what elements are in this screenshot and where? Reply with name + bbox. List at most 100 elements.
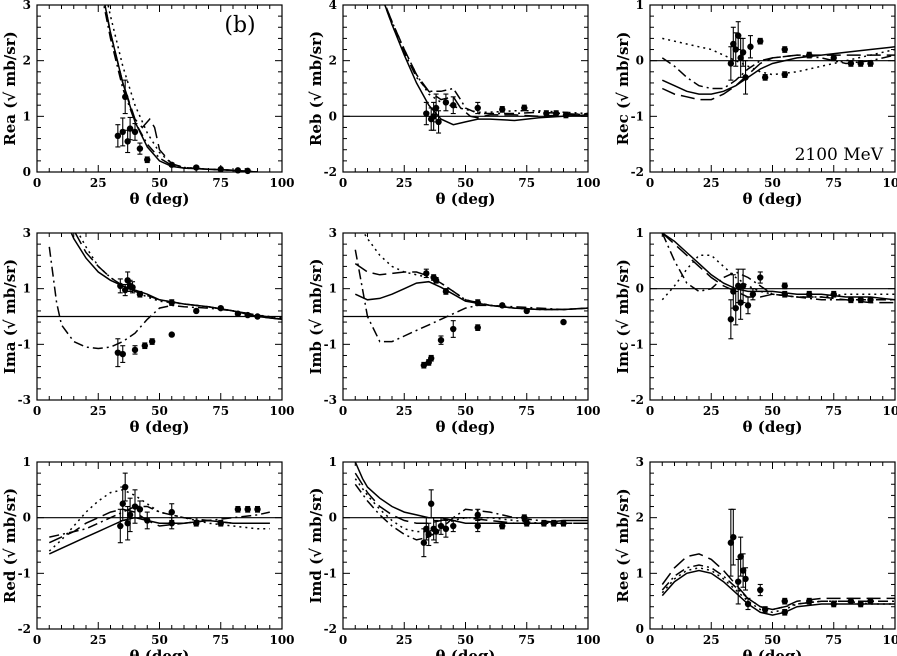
data-point [217,519,224,527]
point-marker [144,517,151,524]
data-point [168,331,175,338]
x-axis-label: θ (deg) [130,190,190,208]
point-marker [126,125,134,132]
y-tick-label: 4 [329,0,337,12]
point-marker [114,349,122,356]
curve-solid [48,516,270,555]
x-axis-label: θ (deg) [743,418,803,436]
panel-rec: 0 25 50 75 100 -2 -1 0 1 θ (deg) Rec (√ mb/sr) 2100… [614,0,897,208]
point-marker [428,500,435,507]
curve-dash-dot [661,233,895,301]
curve-solid [384,5,588,126]
data-point [423,101,430,126]
x-tick-label: 25 [396,404,413,418]
data-point [742,60,749,95]
x-tick-label: 25 [396,176,413,190]
point-marker [747,43,754,50]
curve-dot [363,233,588,311]
data-point [217,304,224,312]
point-marker [739,49,747,56]
data-point [761,74,769,81]
x-tick-label: 75 [212,633,229,647]
point-marker [217,166,224,173]
point-marker [830,600,837,608]
y-axis-label: Imb (√ mb/sr) [307,258,325,374]
y-tick-label: 1 [329,455,337,469]
point-marker [122,483,129,491]
point-marker [144,156,151,163]
point-marker [781,609,788,616]
y-tick-label: 2 [636,511,644,525]
point-marker [560,318,567,326]
point-marker [131,503,139,510]
point-marker [749,291,757,298]
data-point [114,124,122,148]
data-point [450,96,457,115]
point-marker [857,296,864,303]
y-tick-label: 1 [636,0,644,12]
x-tick-label: 100 [575,404,600,418]
plot-frame [36,461,283,630]
data-point [428,489,435,519]
y-tick-label: -1 [631,337,644,351]
point-marker [168,520,175,527]
y-tick-label: 1 [329,282,337,296]
point-marker [739,567,747,574]
point-marker [867,597,874,605]
data-point [781,608,788,616]
data-point [540,519,548,527]
data-point [126,116,134,141]
data-point [867,296,874,304]
point-marker [114,132,122,140]
point-marker [193,164,200,171]
data-point [131,345,139,355]
data-point [739,553,747,588]
data-point [244,505,251,513]
plot-frame [649,232,896,401]
point-marker [474,511,481,519]
point-marker [193,307,200,315]
data-point [781,71,788,78]
point-marker [474,324,481,331]
point-marker [737,54,744,62]
x-axis-label: θ (deg) [743,190,803,208]
data-point [117,278,124,294]
y-tick-label: -1 [631,109,644,123]
point-marker [442,288,450,295]
y-tick-label: 1 [636,566,644,580]
data-point [730,508,737,566]
point-marker [732,304,739,312]
point-marker [254,313,261,320]
data-point [781,282,788,290]
y-tick-label: -2 [18,622,31,636]
data-point [234,505,242,513]
data-point [521,104,528,112]
data-point [523,519,530,527]
x-tick-label: 25 [703,404,720,418]
data-point [168,299,175,306]
panel-imb: 0 25 50 75 100 -3 -1 1 3 θ (deg) Imb (√ mb/sr) [307,226,601,436]
data-point [757,271,764,284]
point-marker [781,46,788,53]
data-point [144,156,151,164]
point-marker [543,110,550,117]
x-axis-label: θ (deg) [130,647,190,656]
data-point [781,597,788,605]
plot-frame [342,4,589,173]
data-point [168,517,175,530]
x-tick-label: 0 [33,404,41,418]
point-marker [521,104,528,112]
point-marker [499,522,506,530]
x-tick-label: 0 [646,176,654,190]
x-tick-label: 100 [882,633,897,647]
point-marker [560,520,567,527]
point-marker [126,511,134,519]
curve-dash-dot [48,246,282,350]
point-marker [781,291,788,298]
x-tick-label: 0 [339,176,347,190]
y-axis-label: Reb (√ mb/sr) [307,31,325,146]
point-marker [744,600,752,608]
x-tick-label: 50 [764,176,781,190]
point-marker [432,277,440,284]
x-tick-label: 50 [764,404,781,418]
